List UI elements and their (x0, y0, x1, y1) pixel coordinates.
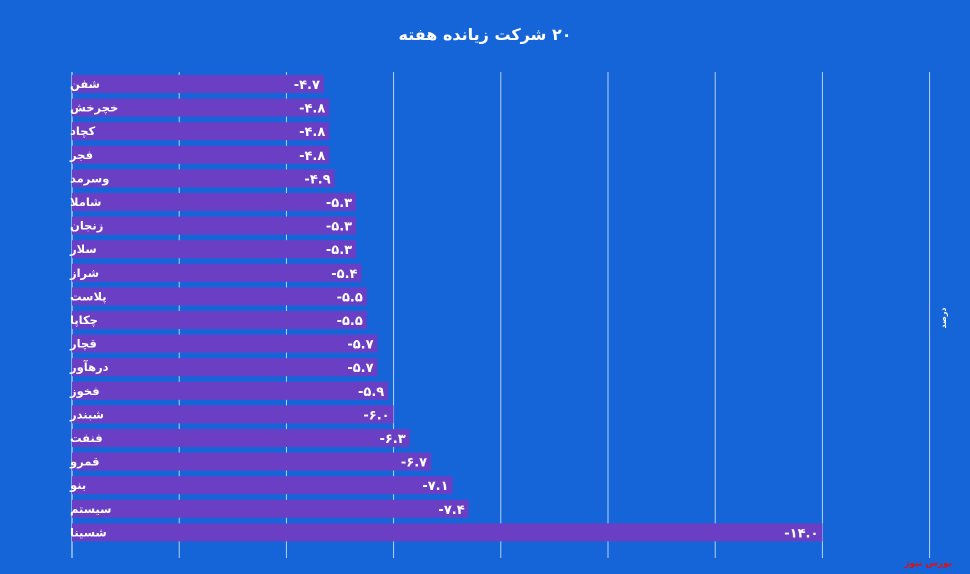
category-label: کچاد (70, 124, 96, 138)
value-label: -۵.۳ (326, 243, 352, 258)
bar (72, 311, 367, 329)
category-label: سیستم (70, 502, 111, 516)
bar (72, 476, 453, 495)
category-label: بنو (69, 478, 86, 493)
category-label: خچرخش (70, 101, 118, 115)
value-label: -۷.۱ (422, 479, 448, 494)
source-label: بورس نیوز (903, 559, 952, 569)
bar (72, 381, 389, 400)
category-label: سلار (69, 242, 97, 256)
category-label: قمرو (69, 455, 100, 470)
category-label: زنجان (70, 219, 103, 233)
label-layer: شفن -۴.۷ خچرخش -۴.۸ کچاد -۴.۸ فجر -۴.۸ وسرمد -۴.۹… (69, 77, 818, 541)
bar (72, 287, 367, 306)
bar (72, 499, 469, 518)
value-label: -۶.۰ (363, 408, 389, 423)
bar (72, 240, 357, 259)
value-label: -۵.۳ (326, 196, 352, 211)
value-label: -۵.۵ (337, 290, 363, 305)
bar (72, 98, 330, 117)
bar (72, 145, 330, 164)
category-label: شراز (69, 266, 99, 280)
bar (72, 75, 324, 93)
value-label: -۷.۴ (438, 503, 464, 518)
value-label: -۱۴.۰ (784, 526, 818, 541)
category-label: فخوز (69, 384, 100, 399)
bar (72, 405, 394, 424)
value-label: -۵.۹ (358, 385, 384, 400)
category-label: چکاپا (70, 313, 98, 327)
category-label: شاملا (70, 195, 101, 209)
bar (72, 358, 378, 377)
bar (72, 334, 378, 353)
category-label: شبندر (69, 407, 104, 421)
chart-title: ۲۰ شرکت زیانده هفته (399, 25, 572, 44)
bar (72, 452, 432, 471)
category-label: درهآور (69, 360, 109, 375)
bar (72, 429, 410, 447)
y-axis-label: درصد (939, 307, 948, 328)
category-label: شفن (70, 77, 100, 91)
category-label: فجر (69, 148, 93, 162)
bar-layer (72, 75, 823, 542)
bar (72, 193, 357, 211)
category-label: وسرمد (70, 171, 109, 186)
bar (72, 122, 330, 141)
value-label: -۴.۹ (304, 172, 330, 187)
value-label: -۴.۸ (299, 102, 325, 117)
value-label: -۴.۸ (299, 125, 325, 140)
value-label: -۶.۷ (401, 456, 427, 471)
bar (72, 169, 335, 188)
category-label: قچار (69, 337, 97, 351)
value-label: -۴.۷ (294, 78, 320, 93)
value-label: -۵.۴ (331, 267, 357, 282)
value-label: -۵.۳ (326, 220, 352, 235)
category-label: پلاست (70, 289, 107, 303)
bar (72, 263, 362, 282)
bar (72, 523, 823, 542)
category-label: فنفت (70, 431, 103, 445)
value-label: -۶.۳ (379, 432, 405, 447)
bar (72, 216, 357, 235)
value-label: -۵.۷ (347, 361, 373, 376)
category-label: شسینا (70, 525, 107, 539)
value-label: -۴.۸ (299, 149, 325, 164)
value-label: -۵.۷ (347, 338, 373, 353)
value-label: -۵.۵ (337, 314, 363, 329)
